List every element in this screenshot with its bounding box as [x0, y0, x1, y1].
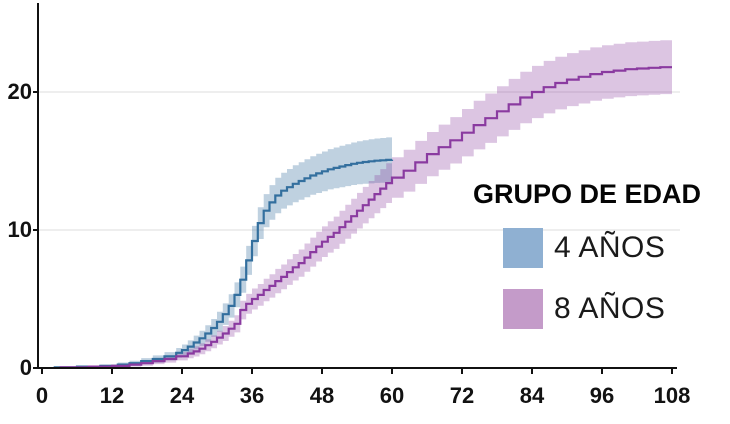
legend-label-8-anos: 8 AÑOS — [554, 292, 666, 325]
gridlines — [39, 91, 680, 231]
y-tick-label: 20 — [8, 79, 32, 104]
y-tick-label: 10 — [8, 217, 32, 242]
legend-item-4-anos: 4 AÑOS — [503, 228, 716, 268]
legend-title: GRUPO DE EDAD — [472, 179, 702, 209]
x-tick-label: 72 — [450, 383, 474, 408]
ci-band-series-0 — [53, 136, 392, 368]
x-tick-label: 0 — [36, 383, 48, 408]
axes — [33, 3, 677, 374]
x-tick-label: 24 — [170, 383, 195, 408]
x-tick-label: 48 — [310, 383, 334, 408]
step-line-series-1 — [59, 66, 672, 369]
legend-item-8-anos: 8 AÑOS — [503, 289, 716, 329]
legend: GRUPO DE EDAD 4 AÑOS 8 AÑOS — [458, 179, 716, 329]
x-tick-label: 108 — [654, 383, 691, 408]
tick-labels: 0 12 24 36 48 60 72 84 96 108 0 10 20 — [8, 79, 691, 408]
legend-swatch-4-anos — [503, 228, 543, 268]
series-lines — [53, 66, 672, 369]
y-tick-label: 0 — [20, 355, 32, 380]
x-tick-label: 96 — [590, 383, 614, 408]
legend-swatch-8-anos — [503, 289, 543, 329]
legend-label-4-anos: 4 AÑOS — [554, 231, 666, 264]
x-tick-label: 84 — [520, 383, 545, 408]
x-tick-label: 60 — [380, 383, 404, 408]
x-tick-label: 12 — [100, 383, 124, 408]
x-tick-label: 36 — [240, 383, 264, 408]
